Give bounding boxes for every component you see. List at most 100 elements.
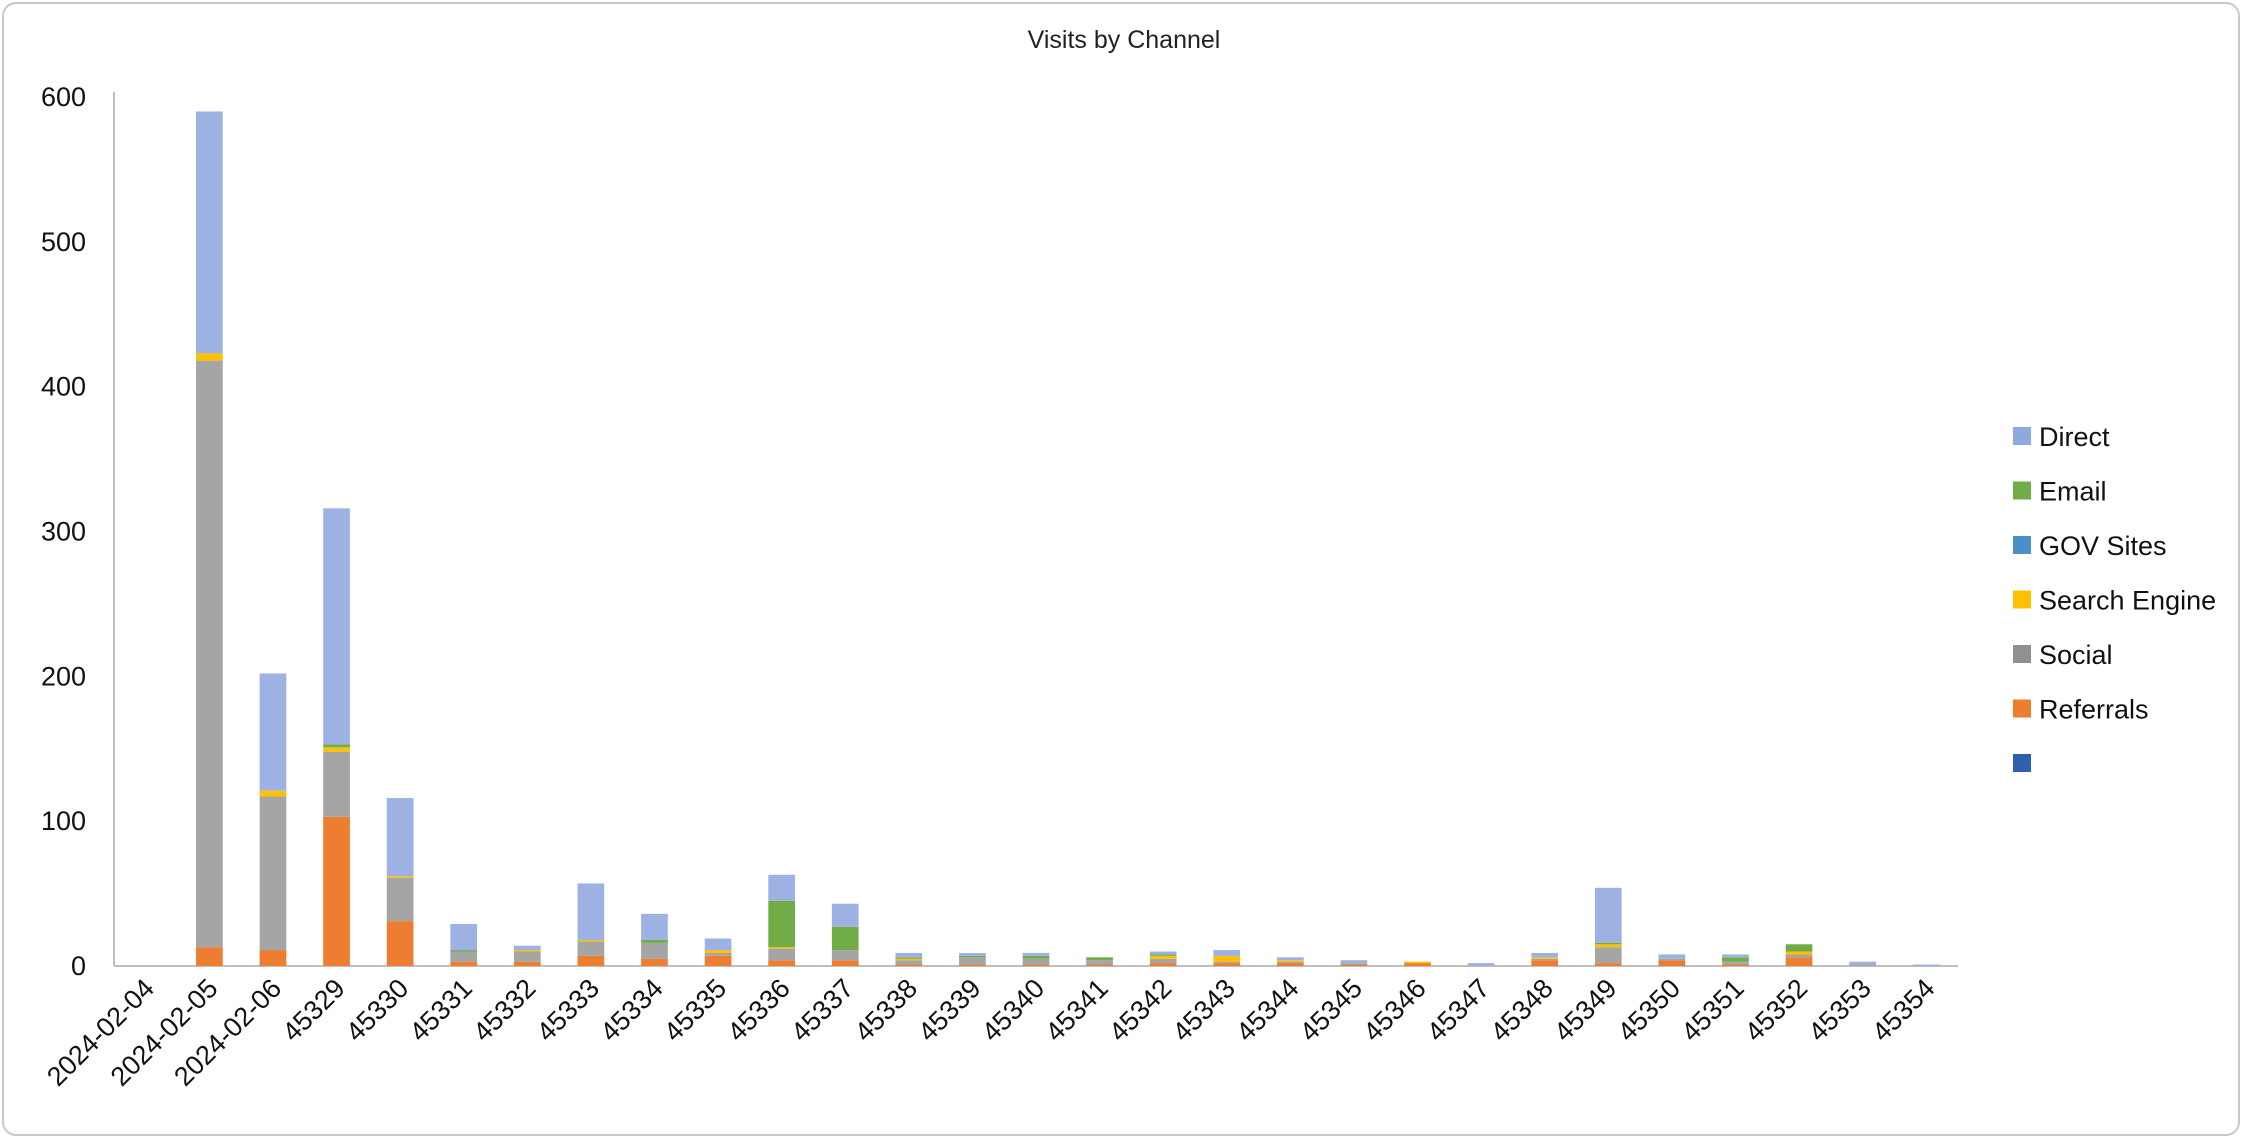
bar-segment-email (1722, 957, 1749, 962)
bar-segment-referrals (577, 955, 605, 966)
y-tick-label: 500 (41, 227, 86, 257)
x-tick-label: 45344 (1230, 973, 1304, 1047)
bar-segment-email (1785, 944, 1813, 952)
bar-segment-direct (1213, 950, 1241, 956)
x-tick-label: 45340 (976, 973, 1050, 1047)
bar-segment-social (1785, 954, 1813, 958)
bar-segment-social (959, 957, 986, 965)
bar-segment-social (1276, 961, 1304, 964)
bar-segment-social (704, 952, 732, 956)
bar-segment-social (259, 796, 287, 951)
bar-segment-social (1086, 960, 1113, 965)
bar-segment-social (1658, 958, 1686, 961)
x-tick-label: 45352 (1739, 973, 1813, 1047)
bar-segment-referrals (259, 950, 287, 966)
bar-segment-email (1594, 942, 1622, 945)
x-tick-label: 45330 (340, 973, 414, 1047)
bar-segment-email (768, 900, 796, 948)
bar-segment-direct (1467, 963, 1495, 966)
x-tick-label: 45347 (1421, 973, 1495, 1047)
x-tick-label: 45338 (849, 973, 923, 1047)
y-tick-label: 200 (41, 661, 86, 691)
x-tick-label: 45341 (1040, 973, 1114, 1047)
bar-segment-direct (1276, 957, 1304, 961)
bar-segment-referrals (1149, 963, 1177, 966)
bar-segment-email (450, 950, 478, 952)
legend-swatch (2013, 481, 2031, 500)
bar-segment-search-engine (513, 950, 541, 952)
bar-segment-direct (1340, 960, 1368, 964)
bar-segment-email (641, 939, 668, 943)
bar-segment-referrals (1531, 960, 1559, 966)
bar-segment-search-engine (259, 790, 287, 797)
bar-segment-referrals (513, 961, 541, 966)
legend-label: Email (2039, 477, 2107, 507)
bar-segment-referrals (1213, 963, 1241, 966)
bar-segment-social (895, 960, 923, 965)
bar-segment-search-engine (704, 950, 732, 953)
x-tick-label: 45351 (1675, 973, 1749, 1047)
x-tick-label: 45348 (1485, 973, 1559, 1047)
bar-segment-direct (259, 673, 287, 791)
x-tick-label: 45353 (1803, 973, 1877, 1047)
bar-segment-referrals (1785, 957, 1813, 966)
x-tick-label: 45342 (1103, 973, 1177, 1047)
bar-segment-email (1086, 957, 1113, 961)
chart-title: Visits by Channel (1028, 26, 1221, 54)
legend-swatch (2013, 536, 2031, 554)
y-axis: 0 100 200 300 400 500 600 (41, 82, 115, 981)
bar-segment-direct (1849, 961, 1876, 965)
bar-segment-search-engine (1531, 957, 1559, 959)
bar-segment-social (1722, 961, 1749, 965)
legend-swatch (2013, 645, 2031, 663)
bar-segment-direct (1531, 952, 1559, 958)
bar-segment-direct (831, 903, 859, 927)
bar-segment-search-engine (323, 747, 350, 752)
x-tick-label: 45349 (1548, 973, 1622, 1047)
x-tick-label: 45335 (658, 973, 732, 1047)
bar-segment-referrals (1658, 960, 1686, 966)
bar-segment-social (1340, 963, 1368, 965)
x-tick-label: 45336 (722, 973, 796, 1047)
bar-segment-referrals (704, 955, 732, 966)
bar-segment-search-engine (577, 939, 605, 942)
bar-segment-referrals (450, 961, 478, 966)
legend-swatch (2013, 590, 2031, 609)
bar-segment-search-engine (1594, 944, 1622, 948)
bar-segment-social (1022, 958, 1050, 965)
bar-segment-social (386, 877, 414, 922)
bar-segment-referrals (386, 921, 414, 966)
legend-label: Search Engine (2039, 586, 2216, 616)
bar-segment-direct (196, 111, 223, 354)
bar-segment-search-engine (386, 876, 414, 878)
x-tick-label: 45337 (785, 973, 859, 1047)
legend-label: Social (2039, 640, 2113, 670)
y-tick-label: 0 (71, 951, 86, 981)
bar-segment-email (1022, 955, 1050, 959)
y-tick-label: 600 (41, 82, 86, 112)
legend-swatch (2013, 427, 2031, 445)
legend-label: Referrals (2039, 695, 2149, 725)
x-tick-label: 45334 (594, 973, 668, 1047)
bar-segment-direct (323, 508, 350, 745)
x-tick-label: 45339 (912, 973, 986, 1047)
y-tick-label: 400 (41, 372, 86, 402)
bar-segment-referrals (895, 964, 923, 966)
bar-segment-referrals (768, 960, 796, 966)
bar-segment-direct (1022, 952, 1050, 956)
bar-segment-search-engine (196, 353, 223, 361)
bar-segment-direct (1912, 964, 1940, 966)
bar-segment-direct (1149, 951, 1177, 955)
bar-segment-social (1213, 961, 1241, 964)
bar-segment-referrals (323, 816, 350, 966)
bar-segment-email (1149, 954, 1177, 956)
bar-segment-referrals (1404, 963, 1431, 966)
x-tick-label: 45354 (1866, 973, 1940, 1047)
bar-segment-direct (450, 923, 478, 951)
x-axis: 2024-02-042024-02-052024-02-064532945330… (41, 965, 1958, 1092)
bar-segment-social (768, 948, 796, 961)
bar-segment-direct (641, 913, 668, 940)
x-tick-label: 45350 (1612, 973, 1686, 1047)
bar-segment-social (323, 751, 350, 817)
y-tick-label: 100 (41, 806, 86, 836)
